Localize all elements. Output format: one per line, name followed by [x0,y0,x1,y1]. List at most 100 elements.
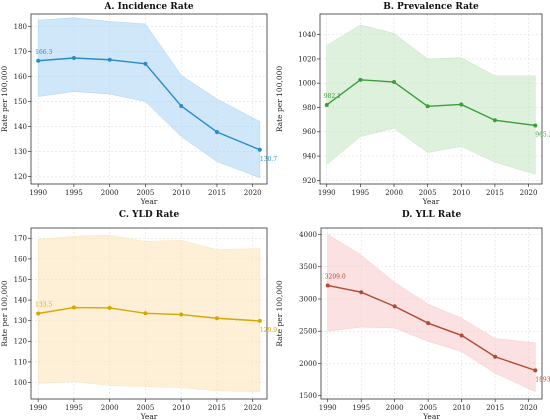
y-tick-label: 4000 [299,231,317,239]
data-point [107,305,112,310]
data-point [392,304,397,309]
y-tick-label: 180 [14,23,27,31]
x-tick-label: 2000 [385,189,403,197]
data-point [324,102,329,107]
data-point [36,311,41,316]
x-tick-label: 1995 [65,189,83,197]
x-tick-label: 1995 [352,404,370,412]
value-annotation: 129.9 [260,327,277,334]
x-tick-label: 2005 [419,189,437,197]
x-axis-label: Year [422,412,440,420]
y-tick-label: 980 [303,104,316,112]
data-point [459,333,464,338]
y-tick-label: 940 [303,152,316,160]
x-tick-label: 2020 [244,404,262,412]
plot-frame [30,227,268,400]
y-tick-label: 960 [303,128,316,136]
x-tick-label: 2020 [520,404,538,412]
uncertainty-band [37,17,261,179]
chart-title: A. Incidence Rate [103,2,193,12]
data-point [358,77,363,82]
data-point [426,321,431,326]
chart-title: C. YLD Rate [119,210,180,220]
x-axis-label: Year [422,197,440,206]
y-tick-label: 3500 [299,263,317,271]
x-tick-label: 1990 [29,189,47,197]
y-tick-label: 110 [14,358,27,366]
chart-title: D. YLL Rate [402,210,462,220]
data-point [214,130,219,134]
value-annotation: 130.7 [260,156,277,163]
uncertainty-band [326,24,536,175]
incidence-rate-chart: A. Incidence Rate 1990 1995 2000 2005 2010 201… [0,2,277,206]
y-axis-label: Rate per 100,000 [0,280,9,347]
y-tick-label: 2500 [299,328,317,336]
y-axis-label: Rate per 100,000 [275,66,284,133]
data-point [71,56,76,60]
y-tick-label: 130 [14,317,27,325]
data-point [325,283,330,288]
x-tick-label: 2015 [486,404,504,412]
x-tick-label: 1990 [318,189,336,197]
y-tick-label: 140 [14,123,27,131]
data-point [392,80,396,84]
y-tick-label: 2000 [299,360,317,368]
y-axis-label: Rate per 100,000 [275,280,284,347]
x-axis-label: Year [140,197,158,206]
y-tick-label: 1000 [298,80,316,88]
value-annotation: 133.5 [35,302,52,309]
x-tick-label: 2020 [520,189,538,197]
value-annotation: 965.2 [535,131,550,138]
data-point [107,57,112,62]
y-tick-label: 170 [14,48,27,56]
y-tick-label: 120 [14,173,27,181]
x-tick-label: 2005 [137,189,155,197]
plot-frame [320,227,543,400]
value-annotation: 1893.8 [535,376,550,383]
x-tick-label: 1995 [65,404,83,412]
data-point [359,290,364,295]
data-point [257,318,262,323]
data-point [143,311,148,316]
y-tick-label: 160 [14,255,27,263]
x-tick-label: 2005 [137,404,155,412]
x-tick-label: 2000 [386,404,404,412]
value-annotation: 982.1 [324,93,341,100]
y-tick-label: 150 [14,98,27,106]
x-tick-label: 2010 [172,404,190,412]
y-tick-label: 920 [303,177,316,185]
x-tick-label: 2010 [172,189,190,197]
y-tick-label: 1020 [298,55,316,63]
y-tick-label: 160 [14,73,27,81]
data-point [493,354,498,359]
plot-frame [30,13,268,185]
x-tick-label: 2020 [244,189,262,197]
data-point [36,58,41,63]
data-point [143,61,148,66]
y-tick-label: 1500 [299,392,317,400]
y-axis-label: Rate per 100,000 [0,66,9,133]
uncertainty-band [327,234,536,392]
chart-title: B. Prevalence Rate [383,2,479,12]
y-tick-label: 130 [14,148,27,156]
data-point [257,147,262,152]
x-tick-label: 2015 [208,189,226,197]
x-tick-label: 2005 [419,404,437,412]
data-point [179,104,184,108]
data-point [179,312,184,317]
y-tick-label: 3000 [299,295,317,303]
y-tick-label: 140 [14,297,27,305]
plot-frame [319,13,543,185]
x-tick-label: 2010 [452,189,470,197]
data-point [533,368,538,373]
x-tick-label: 2000 [101,189,119,197]
value-annotation: 3209.0 [325,273,346,280]
data-point [459,102,464,107]
x-axis-label: Year [140,412,158,420]
y-tick-label: 150 [14,276,27,284]
x-tick-label: 1990 [319,404,337,412]
x-tick-label: 2015 [486,189,504,197]
x-tick-label: 2015 [208,404,226,412]
data-point [533,123,538,128]
